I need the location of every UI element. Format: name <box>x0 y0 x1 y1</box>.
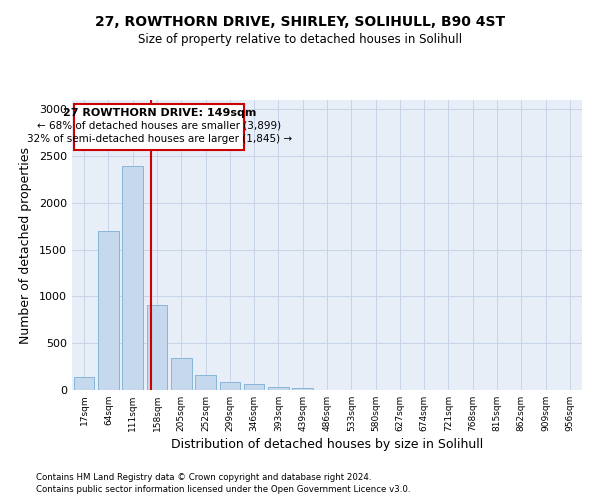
Bar <box>98 231 119 390</box>
Bar <box>146 305 167 390</box>
Bar <box>268 386 289 390</box>
Bar <box>122 166 143 390</box>
Text: 27, ROWTHORN DRIVE, SHIRLEY, SOLIHULL, B90 4ST: 27, ROWTHORN DRIVE, SHIRLEY, SOLIHULL, B… <box>95 15 505 29</box>
Bar <box>220 382 240 390</box>
Bar <box>292 388 313 390</box>
Text: 32% of semi-detached houses are larger (1,845) →: 32% of semi-detached houses are larger (… <box>27 134 292 144</box>
FancyBboxPatch shape <box>74 104 244 150</box>
Text: Size of property relative to detached houses in Solihull: Size of property relative to detached ho… <box>138 32 462 46</box>
Text: ← 68% of detached houses are smaller (3,899): ← 68% of detached houses are smaller (3,… <box>37 120 281 130</box>
Text: 27 ROWTHORN DRIVE: 149sqm: 27 ROWTHORN DRIVE: 149sqm <box>63 108 256 118</box>
Y-axis label: Number of detached properties: Number of detached properties <box>19 146 32 344</box>
X-axis label: Distribution of detached houses by size in Solihull: Distribution of detached houses by size … <box>171 438 483 451</box>
Text: Contains public sector information licensed under the Open Government Licence v3: Contains public sector information licen… <box>36 485 410 494</box>
Text: Contains HM Land Registry data © Crown copyright and database right 2024.: Contains HM Land Registry data © Crown c… <box>36 472 371 482</box>
Bar <box>244 384 265 390</box>
Bar <box>74 377 94 390</box>
Bar <box>171 358 191 390</box>
Bar <box>195 375 216 390</box>
